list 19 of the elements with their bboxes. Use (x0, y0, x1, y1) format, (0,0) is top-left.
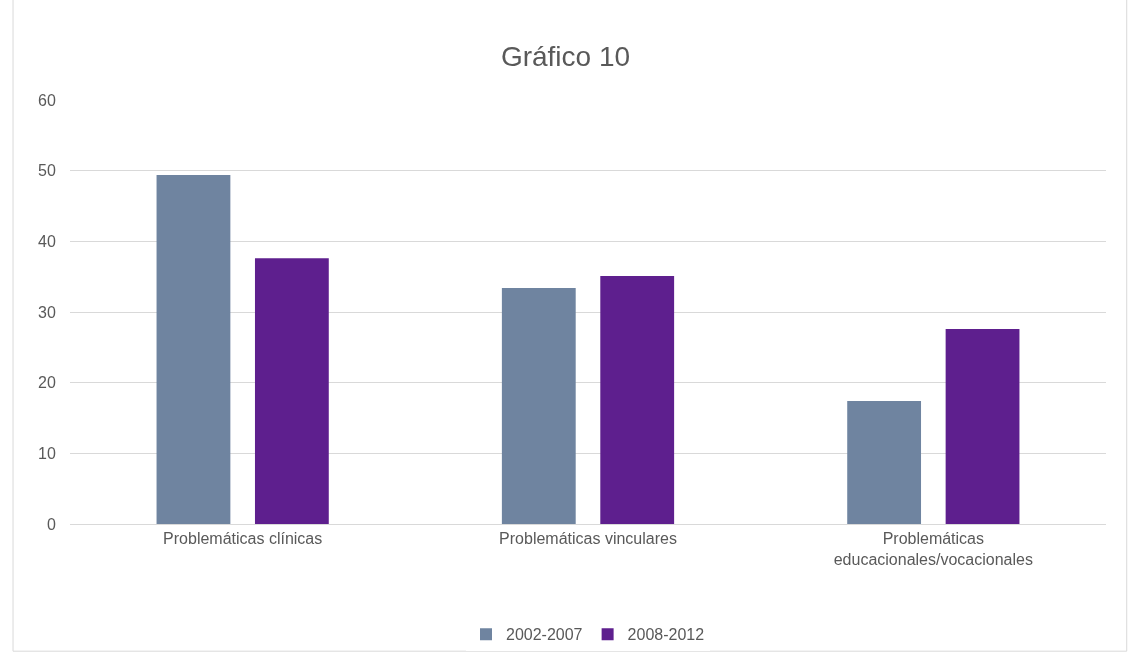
y-tick-label: 0 (46, 515, 56, 533)
x-tick-label: Problemáticas clínicas (163, 530, 323, 548)
chart-title: Gráfico 10 (500, 41, 631, 73)
bar (254, 258, 329, 524)
bar (501, 287, 576, 524)
y-tick-label: 30 (38, 303, 56, 321)
bar (945, 328, 1020, 524)
y-tick-label: 60 (38, 91, 56, 109)
legend-label: 2008-2012 (627, 626, 705, 644)
bar (600, 275, 675, 524)
bar (156, 174, 231, 524)
bar (847, 401, 922, 524)
y-tick-label: 40 (38, 232, 56, 250)
x-tick-label: Problemáticas educacionales/vocacionales (833, 530, 1033, 568)
y-tick-label: 20 (38, 374, 56, 392)
legend-label: 2002-2007 (506, 626, 583, 644)
x-tick-label: Problemáticas vinculares (499, 530, 677, 548)
y-tick-label: 50 (38, 162, 56, 180)
y-tick-label: 10 (38, 444, 56, 462)
